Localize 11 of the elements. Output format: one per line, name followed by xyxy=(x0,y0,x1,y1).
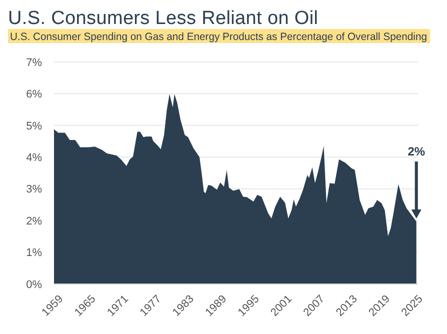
y-tick-label: 3% xyxy=(26,184,42,196)
y-tick-label: 4% xyxy=(26,152,42,164)
y-tick-label: 7% xyxy=(26,56,42,69)
y-tick-label: 2% xyxy=(26,215,42,228)
y-tick-label: 1% xyxy=(26,247,42,260)
y-tick-label: 6% xyxy=(26,88,42,101)
y-tick-label: 0% xyxy=(26,278,42,291)
chart-title: U.S. Consumers Less Reliant on Oil xyxy=(8,8,318,29)
chart-subtitle: U.S. Consumer Spending on Gas and Energy Products as Percentage of Overall Spending xyxy=(10,31,433,43)
annotation: 2% xyxy=(408,144,426,159)
y-tick-label: 5% xyxy=(26,120,42,132)
